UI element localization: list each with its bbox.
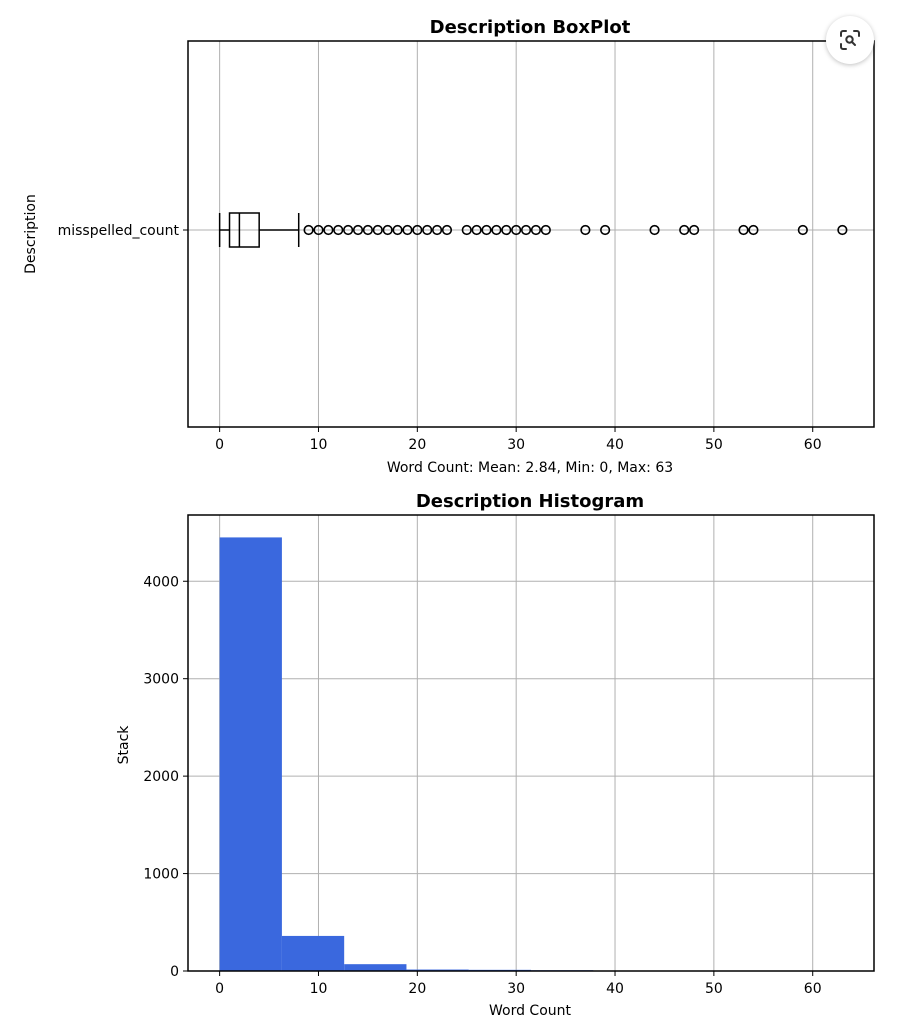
outlier-point: [481, 224, 492, 236]
x-tick-label: 30: [507, 437, 525, 453]
outlier-point: [491, 224, 502, 236]
boxplot-title: Description BoxPlot: [430, 17, 631, 38]
histogram-y-ticks: 0 1000 2000 3000 4000: [143, 574, 188, 980]
histogram-y-axis-label: Stack: [116, 725, 132, 765]
histogram-chart: Description Histogram 0 10 20 30 40 50 60 0 100…: [116, 491, 875, 1019]
outlier-point: [748, 224, 759, 236]
x-tick-label: 50: [705, 981, 723, 997]
histogram-bar: [344, 964, 407, 971]
x-tick-label: 40: [606, 437, 624, 453]
histogram-title: Description Histogram: [416, 491, 644, 512]
x-tick-label: 0: [215, 437, 224, 453]
boxplot-x-axis-label: Word Count: Mean: 2.84, Min: 0, Max: 63: [387, 460, 673, 476]
outlier-point: [461, 224, 472, 236]
y-tick-label: 0: [170, 964, 179, 980]
outlier-point: [471, 224, 482, 236]
boxplot-y-ticks: misspelled_count: [58, 223, 188, 239]
outlier-point: [382, 224, 393, 236]
outlier-point: [679, 224, 690, 236]
boxplot-chart: Description BoxPlot 0 10 20 30 40 50 60 misspe…: [23, 17, 875, 476]
outlier-point: [352, 224, 364, 236]
outlier-point: [343, 224, 354, 236]
outlier-point: [520, 224, 532, 236]
x-tick-label: 60: [804, 437, 822, 453]
outlier-point: [431, 224, 443, 236]
outlier-point: [333, 224, 344, 236]
outlier-point: [392, 224, 403, 236]
x-tick-label: 10: [310, 981, 328, 997]
x-tick-label: 10: [310, 437, 328, 453]
outlier-point: [738, 224, 749, 236]
y-tick-label: 1000: [143, 867, 179, 883]
outlier-point: [372, 224, 383, 236]
outlier-point: [580, 224, 591, 236]
histogram-x-axis-label: Word Count: [489, 1003, 572, 1019]
y-tick-label: 2000: [143, 769, 179, 785]
outlier-point: [422, 224, 433, 236]
x-tick-label: 20: [408, 981, 426, 997]
outlier-point: [797, 224, 808, 236]
y-tick-label: 4000: [143, 574, 179, 590]
x-tick-label: 60: [804, 981, 822, 997]
x-tick-label: 0: [215, 981, 224, 997]
outlier-point: [501, 224, 512, 236]
outlier-point: [688, 224, 700, 236]
y-tick-label: misspelled_count: [58, 223, 180, 239]
outlier-point: [540, 224, 551, 236]
boxplot-y-axis-label: Description: [23, 194, 39, 274]
boxplot-grid: [188, 41, 874, 427]
histogram-grid: [188, 515, 874, 972]
outlier-point: [313, 224, 324, 236]
boxplot-frame: [187, 40, 875, 428]
outlier-point: [323, 224, 334, 236]
outlier-point: [600, 224, 611, 236]
boxplot-marks: [218, 212, 848, 248]
histogram-bar: [219, 537, 282, 971]
outlier-point: [649, 224, 660, 236]
x-tick-label: 20: [408, 437, 426, 453]
x-tick-label: 30: [507, 981, 525, 997]
outlier-point: [362, 224, 374, 236]
visual-search-icon: [840, 30, 860, 50]
outlier-point: [402, 224, 413, 236]
outlier-point: [511, 224, 522, 236]
outlier-point: [837, 224, 848, 236]
outlier-point: [530, 224, 542, 236]
histogram-frame: [187, 514, 875, 972]
histogram-x-ticks: 0 10 20 30 40 50 60: [215, 971, 822, 997]
outlier-point: [412, 224, 423, 236]
x-tick-label: 40: [606, 981, 624, 997]
iqr-box: [228, 212, 260, 248]
boxplot-x-ticks: 0 10 20 30 40 50 60: [215, 427, 822, 453]
histogram-bar: [281, 935, 345, 971]
outlier-point: [441, 224, 453, 236]
histogram-bars: [219, 537, 843, 971]
y-tick-label: 3000: [143, 672, 179, 688]
x-tick-label: 50: [705, 437, 723, 453]
outlier-point: [303, 224, 314, 236]
visual-search-button[interactable]: [826, 16, 874, 64]
